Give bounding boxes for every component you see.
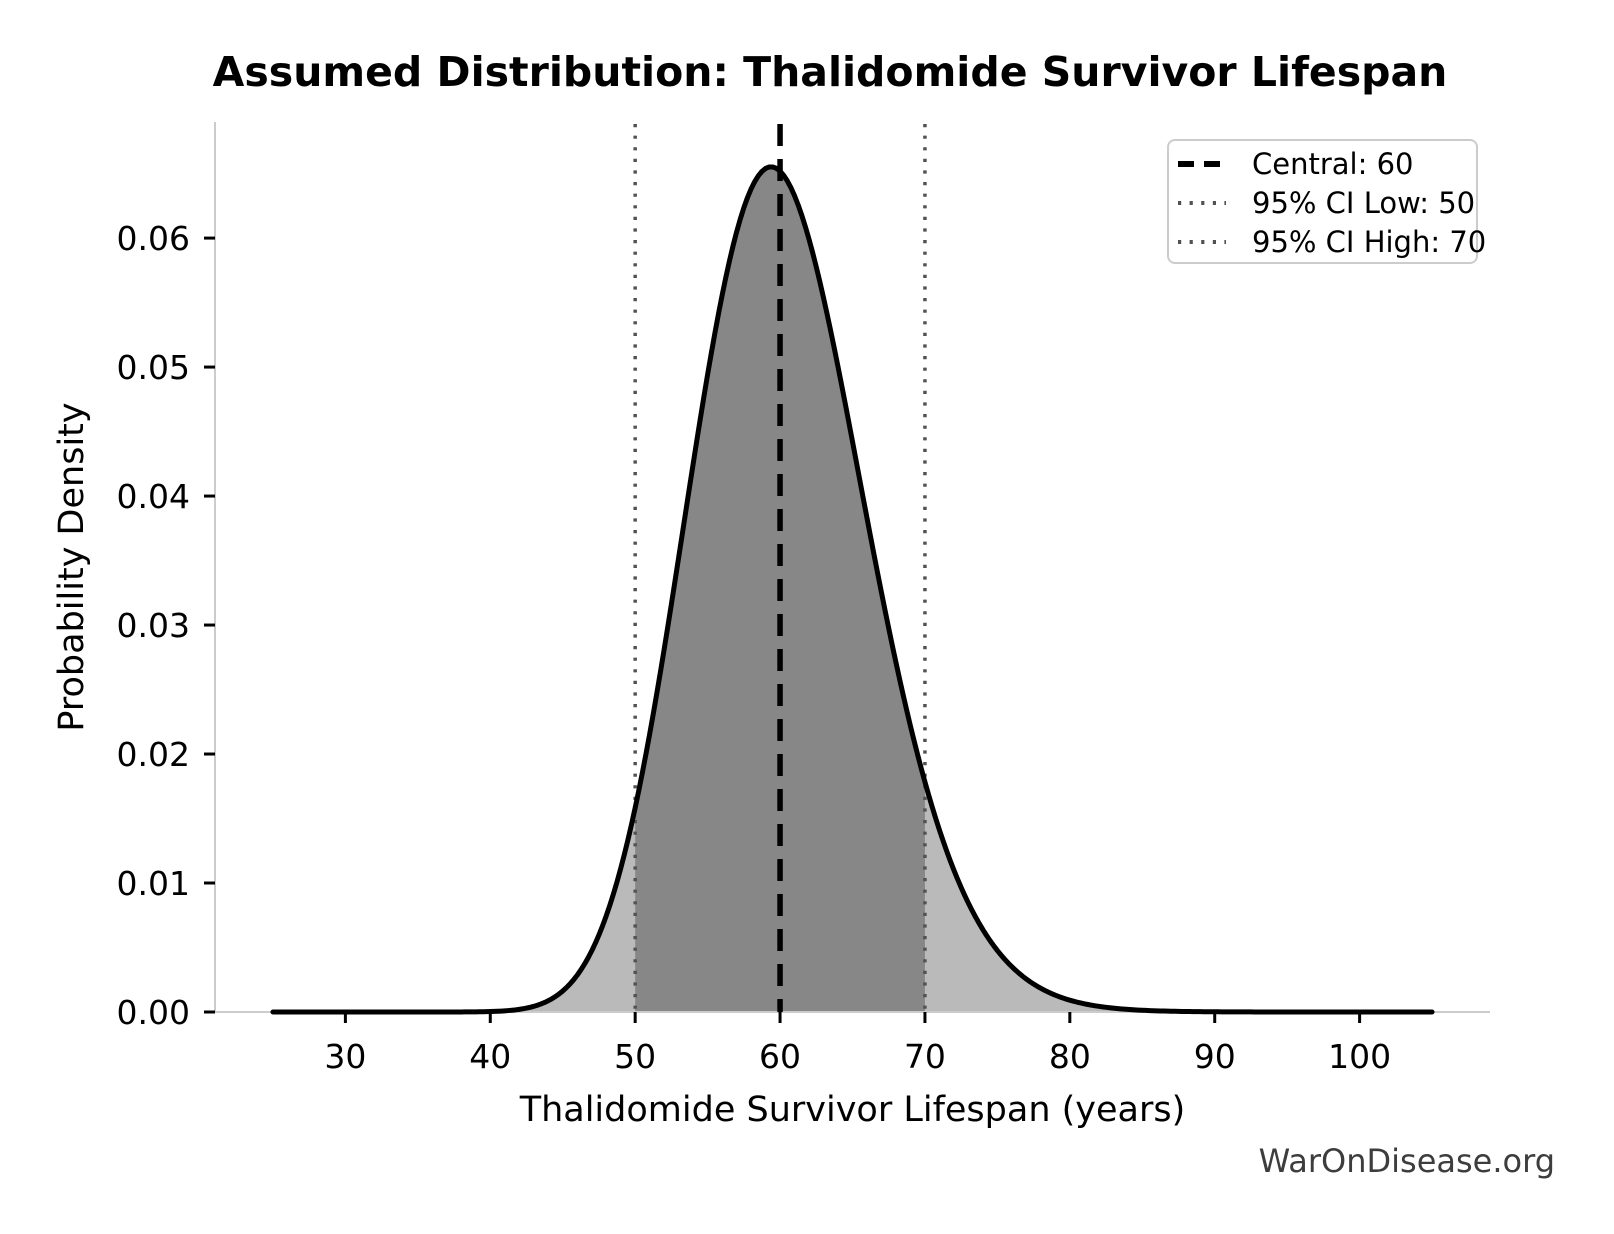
legend-item-central: Central: 60 [1177, 144, 1472, 184]
dotted-line-icon [1178, 201, 1226, 205]
x-tick-label: 30 [324, 1037, 366, 1076]
density-curve [270, 164, 1435, 1015]
legend-label-central: Central: 60 [1252, 147, 1414, 181]
y-tick-label: 0.05 [117, 348, 190, 387]
legend: Central: 60 95% CI Low: 50 95% CI High: … [1167, 139, 1486, 264]
legend-label-ci-low: 95% CI Low: 50 [1252, 186, 1476, 220]
legend-label-ci-high: 95% CI High: 70 [1252, 225, 1487, 259]
y-tick-label: 0.01 [117, 864, 190, 903]
chart-title: Assumed Distribution: Thalidomide Surviv… [212, 48, 1448, 96]
x-tick-label: 50 [614, 1037, 656, 1076]
x-tick-label: 70 [904, 1037, 946, 1076]
x-tick-label: 80 [1049, 1037, 1091, 1076]
x-axis-label: Thalidomide Survivor Lifespan (years) [519, 1090, 1186, 1130]
y-tick-label: 0.06 [117, 219, 190, 258]
y-tick-label: 0.00 [117, 993, 190, 1032]
x-tick-label: 100 [1328, 1037, 1391, 1076]
x-tick-label: 60 [759, 1037, 801, 1076]
watermark: WarOnDisease.org [1258, 1142, 1555, 1180]
dashed-line-icon [1178, 161, 1226, 167]
y-tick-label: 0.02 [117, 735, 190, 774]
x-tick-label: 40 [469, 1037, 511, 1076]
x-tick-label: 90 [1194, 1037, 1236, 1076]
y-tick-label: 0.03 [117, 606, 190, 645]
dotted-line-icon [1178, 240, 1226, 244]
legend-item-ci-high: 95% CI High: 70 [1177, 222, 1486, 262]
legend-item-ci-low: 95% CI Low: 50 [1177, 183, 1476, 223]
y-tick-label: 0.04 [117, 477, 190, 516]
